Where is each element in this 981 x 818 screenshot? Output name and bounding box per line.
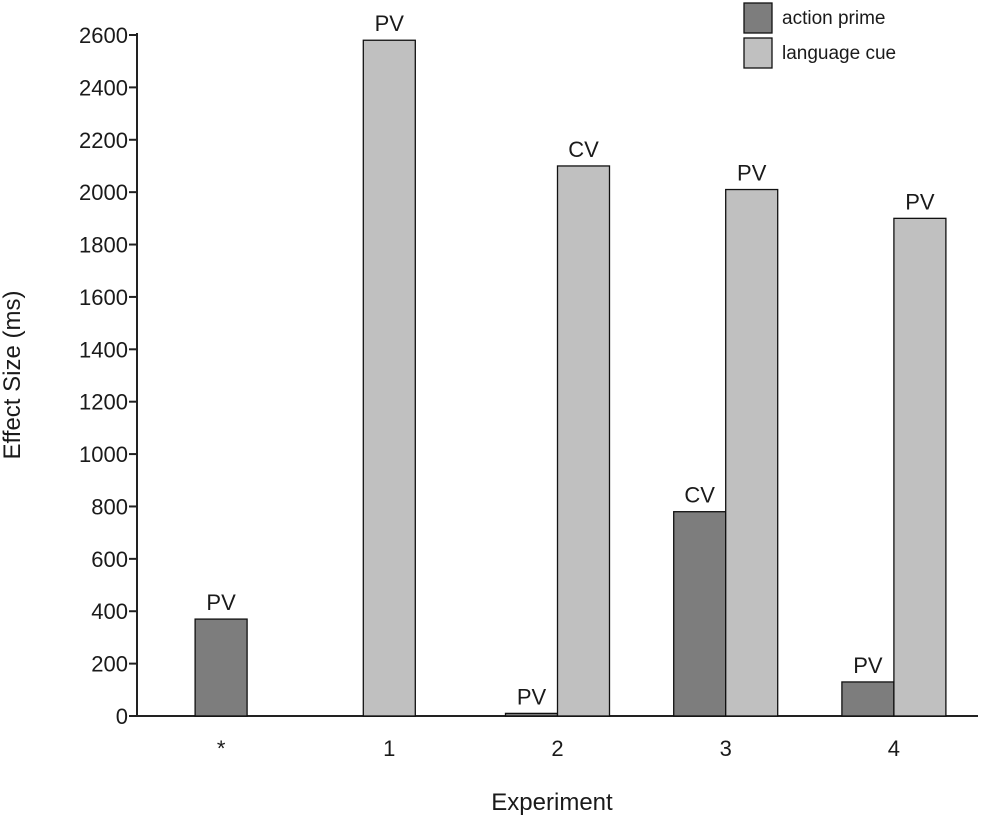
- legend-label: language cue: [782, 43, 896, 64]
- bar-data-label: PV: [853, 653, 883, 678]
- legend-swatch-action-prime: [743, 2, 773, 34]
- y-tick-label: 0: [116, 704, 128, 729]
- y-tick-label: 2600: [79, 23, 128, 48]
- bars: [194, 39, 947, 717]
- x-tick-label: 2: [551, 736, 563, 761]
- bar-action-prime-4: [841, 681, 895, 717]
- legend: action prime language cue: [743, 2, 896, 69]
- bar-action-prime-2: [504, 712, 559, 717]
- legend-swatch-language-cue: [743, 37, 773, 69]
- x-axis-title: Experiment: [491, 789, 613, 816]
- bar-data-label: PV: [517, 684, 547, 709]
- bar-data-label: PV: [206, 590, 236, 615]
- x-axis: * 1 2 3 4: [137, 715, 978, 761]
- y-axis: 0 200 400 600 800 1000 1200 1400 1600 1800 2000 220…: [79, 23, 138, 729]
- y-tick-label: 2400: [79, 75, 128, 100]
- bar-data-label: CV: [684, 483, 715, 508]
- y-tick-label: 200: [91, 652, 128, 677]
- x-tick-label: *: [217, 736, 226, 761]
- y-tick-label: 1200: [79, 390, 128, 415]
- bar-language-cue-1: [362, 39, 416, 717]
- bar-language-cue-3: [725, 188, 779, 717]
- bar-action-prime-star: [194, 618, 248, 717]
- bar-labels: PV PV PV CV CV PV PV PV: [206, 11, 934, 709]
- y-tick-label: 1800: [79, 233, 128, 258]
- y-tick-label: 1400: [79, 337, 128, 362]
- bar-language-cue-4: [893, 217, 947, 717]
- bar-data-label: PV: [375, 11, 405, 36]
- x-tick-label: 3: [720, 736, 732, 761]
- y-tick-label: 1600: [79, 285, 128, 310]
- y-tick-label: 2200: [79, 128, 128, 153]
- y-tick-label: 2000: [79, 180, 128, 205]
- y-tick-label: 400: [91, 599, 128, 624]
- bar-data-label: PV: [905, 189, 935, 214]
- bar-language-cue-2: [556, 165, 611, 717]
- y-axis-title: Effect Size (ms): [0, 291, 26, 460]
- y-tick-label: 600: [91, 547, 128, 572]
- legend-label: action prime: [782, 8, 886, 29]
- x-tick-label: 4: [888, 736, 900, 761]
- bar-data-label: PV: [737, 161, 767, 186]
- y-tick-label: 800: [91, 494, 128, 519]
- bar-action-prime-3: [673, 511, 727, 717]
- x-tick-label: 1: [383, 736, 395, 761]
- bar-data-label: CV: [568, 137, 599, 162]
- y-tick-label: 1000: [79, 442, 128, 467]
